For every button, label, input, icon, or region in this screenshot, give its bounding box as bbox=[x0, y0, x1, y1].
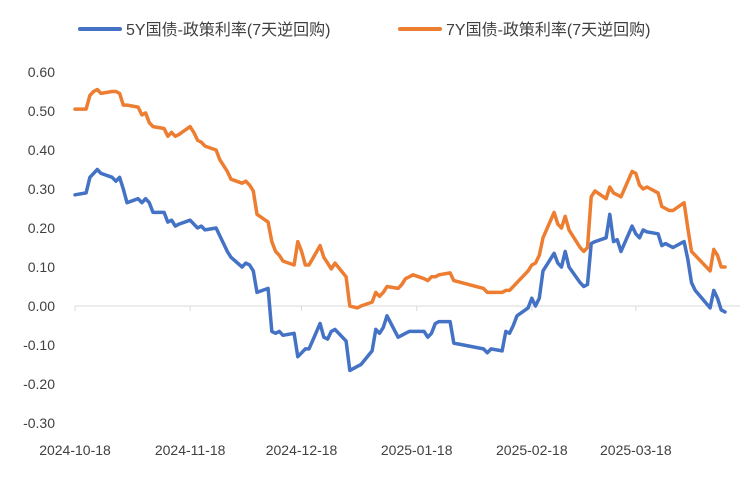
legend-label: 7Y国债-政策利率(7天逆回购) bbox=[446, 21, 650, 39]
y-axis: -0.30 -0.20 -0.10 0.00 0.10 0.20 0.30 0.40 0.50 0… bbox=[23, 64, 55, 431]
legend-label: 5Y国债-政策利率(7天逆回购) bbox=[126, 21, 330, 39]
y-tick-label: -0.20 bbox=[23, 376, 55, 392]
y-tick-label: 0.40 bbox=[28, 142, 55, 158]
x-tick-label: 2024-12-18 bbox=[266, 442, 338, 458]
y-tick-label: -0.10 bbox=[23, 337, 55, 353]
x-tick-label: 2024-10-18 bbox=[39, 442, 111, 458]
legend: 5Y国债-政策利率(7天逆回购) 7Y国债-政策利率(7天逆回购) bbox=[78, 21, 650, 39]
x-tick-label: 2025-02-18 bbox=[496, 442, 568, 458]
y-tick-label: 0.30 bbox=[28, 181, 55, 197]
series-layer bbox=[73, 87, 727, 373]
x-axis: 2024-10-18 2024-11-18 2024-12-18 2025-01-18… bbox=[39, 305, 740, 458]
series-line-5y bbox=[73, 167, 727, 373]
x-tick-label: 2025-01-18 bbox=[381, 442, 453, 458]
x-tick-label: 2025-03-18 bbox=[600, 442, 672, 458]
y-tick-label: -0.30 bbox=[23, 415, 55, 431]
y-tick-label: 0.00 bbox=[28, 298, 55, 314]
x-tick-label: 2024-11-18 bbox=[155, 442, 226, 458]
series-line-7y bbox=[73, 87, 727, 310]
y-tick-label: 0.10 bbox=[28, 259, 55, 275]
y-tick-label: 0.60 bbox=[28, 64, 55, 80]
y-tick-label: 0.20 bbox=[28, 220, 55, 236]
y-tick-label: 0.50 bbox=[28, 103, 55, 119]
